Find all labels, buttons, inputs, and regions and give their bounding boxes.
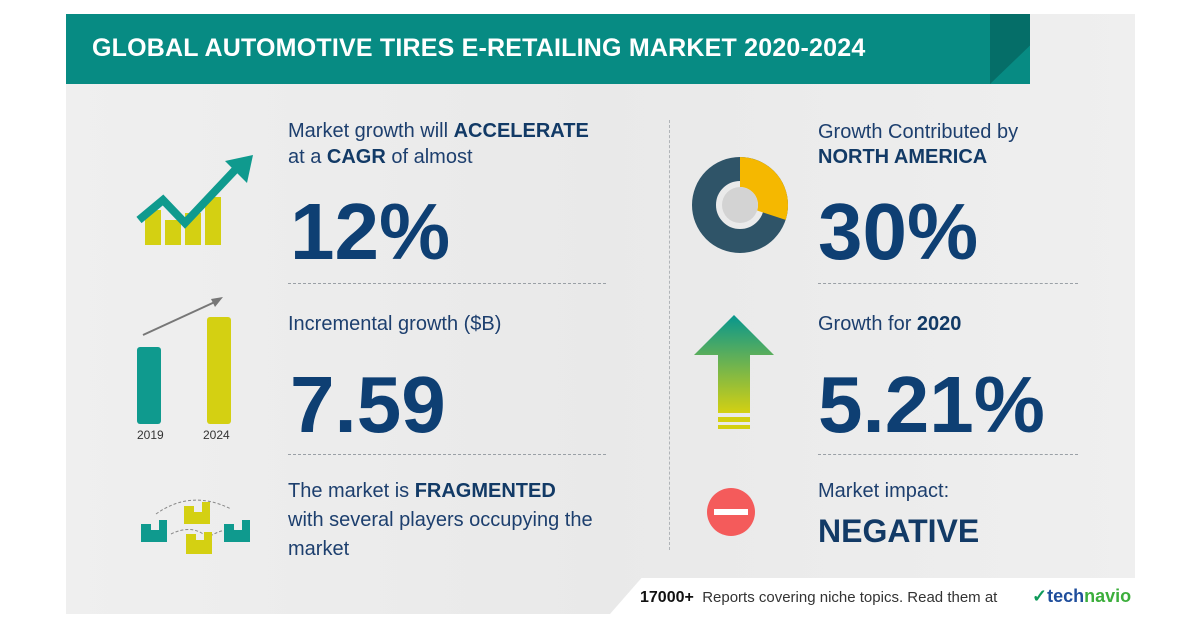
growth-chart-icon [136, 155, 253, 245]
incremental-value: 7.59 [290, 360, 446, 449]
impact-label: Market impact: [818, 480, 950, 502]
divider [288, 454, 606, 455]
cagr-line1: Market growth will ACCELERATE [288, 120, 589, 142]
donut-hole [722, 187, 758, 223]
negative-icon [707, 488, 755, 536]
region-label: Growth Contributed by [818, 121, 1019, 143]
column-divider [669, 120, 670, 550]
incremental-bars-icon [137, 297, 231, 424]
divider [288, 283, 606, 284]
logo-mark-icon: ✓ [1032, 586, 1048, 606]
region-name: NORTH AMERICA [818, 146, 988, 168]
title-banner [66, 14, 1030, 84]
incremental-label: Incremental growth ($B) [288, 313, 502, 335]
donut-chart-icon [692, 157, 788, 253]
infographic-panel [66, 14, 1135, 614]
region-value: 30% [818, 187, 979, 276]
buildings-icon [141, 499, 250, 554]
year-label: 2019 [137, 428, 164, 442]
page-title: GLOBAL AUTOMOTIVE TIRES E-RETAILING MARK… [92, 34, 866, 62]
divider [818, 283, 1078, 284]
donut-slice-north-america [740, 157, 788, 220]
up-arrow-icon [694, 315, 774, 429]
technavio-logo[interactable]: ✓technavio [1032, 586, 1132, 606]
divider [818, 454, 1078, 455]
growth-label: Growth for 2020 [818, 313, 962, 335]
footer-strip [610, 578, 1135, 614]
cagr-line2: at a CAGR of almost [288, 146, 473, 168]
cagr-value: 12% [290, 187, 451, 276]
market-line3: market [288, 538, 350, 560]
impact-value: NEGATIVE [818, 513, 980, 549]
year-label: 2024 [203, 428, 230, 442]
growth-value: 5.21% [818, 360, 1045, 449]
footer-text: 17000+ Reports covering niche topics. Re… [640, 589, 998, 606]
market-line2: with several players occupying the [288, 509, 593, 531]
market-line1: The market is FRAGMENTED [288, 480, 556, 502]
